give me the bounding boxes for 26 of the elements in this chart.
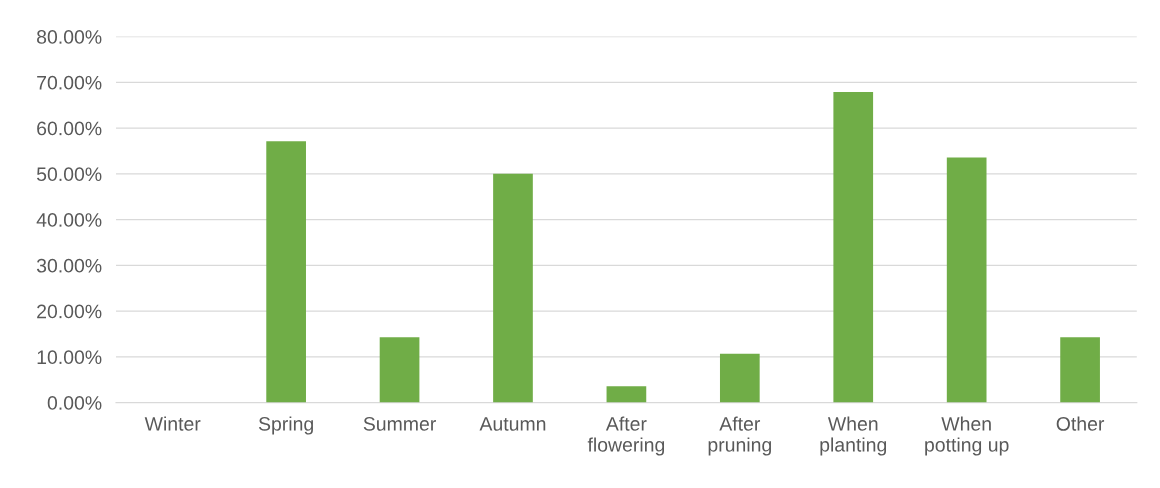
bar	[719, 353, 760, 403]
bar	[606, 386, 647, 403]
y-tick-label: 60.00%	[37, 121, 102, 136]
y-tick-label: 40.00%	[36, 213, 102, 227]
bar	[266, 141, 306, 403]
y-tick-label: 30.00%	[36, 258, 102, 273]
x-tick-label: When potting up	[925, 416, 1009, 456]
x-tick-label: Winter	[144, 416, 201, 431]
y-tick-label: 20.00%	[37, 304, 102, 319]
x-tick-label: When planting	[820, 416, 887, 456]
bar	[379, 337, 420, 403]
y-tick-label: 70.00%	[37, 75, 102, 90]
y-tick-label: 50.00%	[36, 167, 102, 182]
x-tick-label: After flowering	[587, 416, 665, 456]
bar	[833, 91, 874, 403]
y-tick-label: 10.00%	[37, 350, 102, 365]
bar	[1060, 337, 1100, 403]
y-tick-label: 0.00%	[47, 396, 102, 410]
bar	[946, 157, 987, 403]
x-tick-label: After pruning	[708, 416, 772, 456]
bar	[493, 173, 533, 403]
x-tick-label: Spring	[258, 416, 313, 435]
x-tick-label: Autumn	[479, 417, 546, 431]
x-tick-label: Summer	[363, 417, 436, 431]
x-tick-label: Other	[1056, 416, 1105, 431]
y-tick-label: 80.00%	[37, 30, 102, 44]
